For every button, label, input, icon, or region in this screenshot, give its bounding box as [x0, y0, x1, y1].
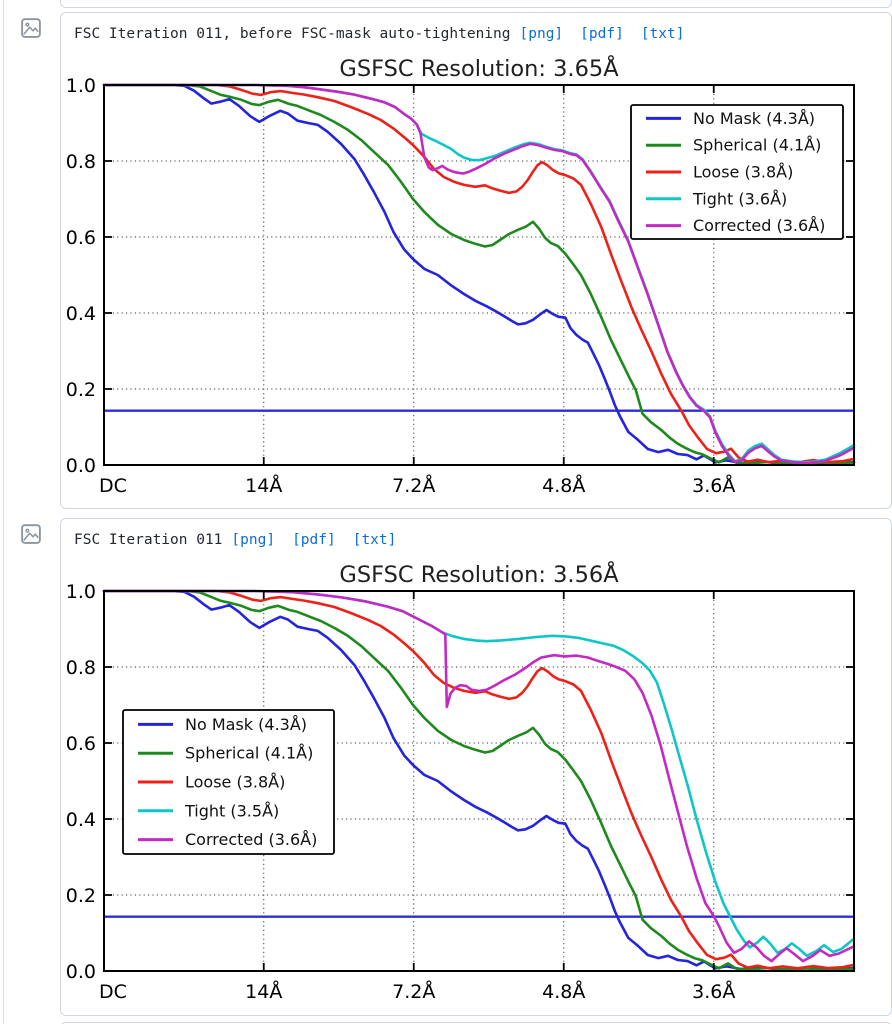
legend-box	[122, 709, 335, 855]
image-icon	[21, 18, 41, 38]
x-tick-label: 3.6Å	[692, 980, 735, 1003]
gsfsc-plot-final: GSFSC Resolution: 3.56Å 1.0 0.8 0.6 0.4 0.2 0.…	[66, 560, 856, 1003]
y-tick-label: 1.0	[66, 75, 96, 97]
legend-label: Spherical (4.1Å)	[693, 136, 821, 155]
fsc-curve-spherical	[102, 589, 856, 972]
fsc-curve-no-mask	[102, 589, 856, 971]
x-tick-label: 3.6Å	[692, 474, 735, 497]
plot-frame	[103, 84, 855, 466]
y-tick-label: 0.6	[66, 227, 96, 249]
y-tick-label: 0.0	[66, 455, 96, 477]
legend-label: Loose (3.8Å)	[693, 163, 793, 182]
legend-label: Corrected (3.6Å)	[185, 830, 317, 849]
fsc-curve-corrected	[102, 83, 856, 465]
txt-link[interactable]: [txt]	[640, 26, 685, 42]
x-tick-label: 14Å	[245, 474, 282, 497]
txt-link[interactable]: [txt]	[352, 532, 397, 548]
legend-label: Spherical (4.1Å)	[185, 744, 313, 763]
y-tick-label: 0.0	[66, 961, 96, 983]
y-tick-label: 0.6	[66, 733, 96, 755]
legend-label: Corrected (3.6Å)	[693, 216, 825, 235]
previous-panel-edge	[60, 0, 892, 8]
x-tick-label: 14Å	[245, 980, 282, 1003]
image-icon	[21, 524, 41, 544]
left-border-rule	[3, 0, 4, 1024]
plot-frame	[103, 590, 855, 972]
chart-title: GSFSC Resolution: 3.65Å	[339, 54, 619, 82]
plot-header-label: FSC Iteration 011	[74, 532, 223, 548]
x-tick-label: 4.8Å	[542, 980, 585, 1003]
x-tick-label: 7.2Å	[392, 474, 435, 497]
png-link[interactable]: [png]	[231, 532, 276, 548]
y-tick-label: 0.2	[66, 885, 96, 907]
x-tick-label: 4.8Å	[542, 474, 585, 497]
fsc-curve-loose	[102, 589, 856, 970]
legend-label: Loose (3.8Å)	[185, 773, 285, 792]
legend-label: Tight (3.6Å)	[692, 189, 787, 208]
fsc-panel-final: FSC Iteration 011 [png] [pdf] [txt] GSFSC R…	[60, 518, 892, 1016]
y-tick-label: 1.0	[66, 581, 96, 603]
plot-header: FSC Iteration 011, before FSC-mask auto-…	[61, 13, 891, 42]
legend-box	[630, 104, 844, 240]
pdf-link[interactable]: [pdf]	[292, 532, 336, 548]
plot-header-label: FSC Iteration 011, before FSC-mask auto-…	[74, 26, 511, 42]
y-tick-label: 0.8	[66, 151, 96, 173]
fsc-panel-before-tightening: FSC Iteration 011, before FSC-mask auto-…	[60, 12, 892, 509]
y-tick-label: 0.2	[66, 379, 96, 401]
x-tick-label: DC	[99, 981, 127, 1003]
plot-header: FSC Iteration 011 [png] [pdf] [txt]	[61, 519, 891, 548]
fsc-curve-spherical	[102, 83, 856, 466]
gsfsc-plot-before-tightening: GSFSC Resolution: 3.65Å 1.0 0.8 0.6 0.4 0.2 0.…	[66, 54, 856, 497]
pdf-link[interactable]: [pdf]	[580, 26, 624, 42]
legend-label: No Mask (4.3Å)	[185, 715, 307, 734]
fsc-curve-corrected	[102, 589, 856, 963]
y-tick-label: 0.8	[66, 657, 96, 679]
chart-title: GSFSC Resolution: 3.56Å	[339, 560, 619, 588]
legend-label: Tight (3.5Å)	[184, 801, 279, 820]
png-link[interactable]: [png]	[519, 26, 564, 42]
x-tick-label: DC	[99, 475, 127, 497]
y-tick-label: 0.4	[66, 809, 96, 831]
x-tick-label: 7.2Å	[392, 980, 435, 1003]
legend-label: No Mask (4.3Å)	[693, 109, 815, 128]
y-tick-label: 0.4	[66, 303, 96, 325]
fsc-curve-no-mask	[102, 83, 856, 465]
